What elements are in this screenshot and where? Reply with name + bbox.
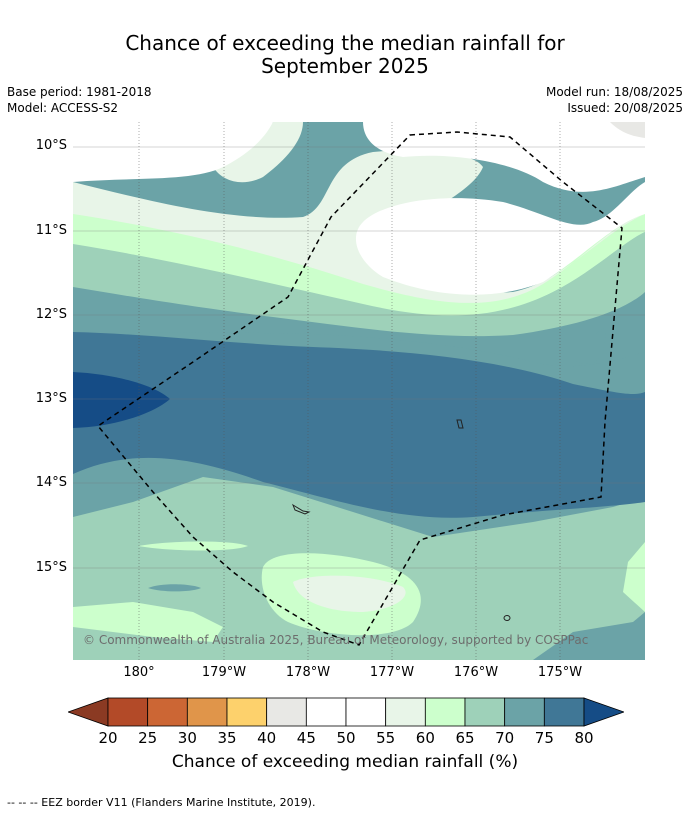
- band-55-60-north: [73, 150, 645, 303]
- islands: [291, 419, 511, 621]
- colorbar-box: [226, 697, 268, 727]
- lon-label-177w: 177°W: [369, 665, 415, 680]
- colorbar-box: [266, 697, 307, 727]
- island-south: [503, 615, 511, 621]
- meta-left: Base period: 1981-2018 Model: ACCESS-S2: [7, 84, 152, 116]
- colorbar-box: [424, 697, 466, 727]
- colorbar-extend-low: [66, 697, 109, 727]
- model-name: Model: ACCESS-S2: [7, 101, 119, 115]
- colorbar-extend-high: [583, 697, 626, 727]
- colorbar-box: [385, 697, 426, 727]
- band-70-75-south-patch: [148, 584, 201, 592]
- lat-label-14s: 14°S: [35, 475, 67, 490]
- band-70-75-east-patch: [571, 327, 606, 364]
- colorbar-tick-label: 80: [574, 729, 594, 747]
- lat-label-15s: 15°S: [35, 560, 67, 575]
- lat-label-13s: 13°S: [35, 391, 67, 406]
- band-60-65-strip: [138, 541, 248, 551]
- colorbar-tick-label: 70: [495, 729, 515, 747]
- colorbar-tick-label: 45: [296, 729, 316, 747]
- eez-border: [96, 131, 623, 646]
- colorbar-label: Chance of exceeding median rainfall (%): [171, 752, 519, 772]
- colorbar-tick-label: 40: [257, 729, 277, 747]
- colorbar-box: [504, 697, 545, 727]
- lon-label-176w: 176°W: [453, 665, 499, 680]
- band-45-55-north: [73, 122, 273, 182]
- model-run: Model run: 18/08/2025: [545, 85, 683, 99]
- title-line-2: September 2025: [261, 54, 429, 78]
- band-40-45-corner: [610, 122, 645, 138]
- base-period: Base period: 1981-2018: [7, 85, 152, 99]
- colorbar-tick-label: 30: [177, 729, 197, 747]
- colorbar-tick-label: 50: [336, 729, 356, 747]
- band-45-55-top: [363, 122, 645, 192]
- colorbar-tick-label: 25: [138, 729, 158, 747]
- band-80-plus-west: [73, 372, 170, 428]
- title-line-1: Chance of exceeding the median rainfall …: [125, 31, 565, 55]
- band-60-65-southwest: [73, 602, 223, 642]
- colorbar-box: [345, 697, 387, 727]
- band-60-65-east: [623, 542, 645, 612]
- lat-label-10s: 10°S: [35, 138, 67, 153]
- colorbar-box: [186, 697, 228, 727]
- lat-gridlines: [73, 146, 645, 569]
- lon-label-179w: 179°W: [201, 665, 247, 680]
- colorbar-box: [543, 697, 585, 727]
- band-70-75-southeast: [533, 612, 645, 660]
- colorbar-tick-label: 65: [455, 729, 475, 747]
- meta-right: Model run: 18/08/2025 Issued: 20/08/2025: [546, 84, 683, 116]
- lon-label-180: 180°: [123, 665, 155, 680]
- band-75-80-main: [73, 332, 645, 518]
- band-55-60-south: [293, 575, 406, 612]
- island-southwest: [291, 503, 311, 515]
- colorbar-box: [464, 697, 506, 727]
- colorbar-tick-label: 55: [376, 729, 396, 747]
- lat-label-11s: 11°S: [35, 223, 67, 238]
- colorbar-tick-label: 60: [415, 729, 435, 747]
- chart-title: Chance of exceeding the median rainfall …: [0, 32, 690, 78]
- colorbar-box: [107, 697, 149, 727]
- rainfall-map: [73, 122, 645, 660]
- colorbar: [66, 697, 626, 733]
- colorbar-box: [147, 697, 188, 727]
- colorbar-box: [305, 697, 347, 727]
- issued-date: Issued: 20/08/2025: [567, 101, 683, 115]
- band-45-55-center: [355, 182, 645, 295]
- colorbar-tick-label: 75: [534, 729, 554, 747]
- colorbar-tick-label: 35: [217, 729, 237, 747]
- lat-label-12s: 12°S: [35, 307, 67, 322]
- lon-label-178w: 178°W: [285, 665, 331, 680]
- island-mid: [456, 419, 464, 429]
- lon-label-175w: 175°W: [537, 665, 583, 680]
- colorbar-tick-label: 20: [98, 729, 118, 747]
- copyright-notice: © Commonwealth of Australia 2025, Bureau…: [83, 633, 589, 647]
- eez-footnote: -- -- -- EEZ border V11 (Flanders Marine…: [7, 796, 316, 809]
- band-55-60-top: [213, 122, 303, 183]
